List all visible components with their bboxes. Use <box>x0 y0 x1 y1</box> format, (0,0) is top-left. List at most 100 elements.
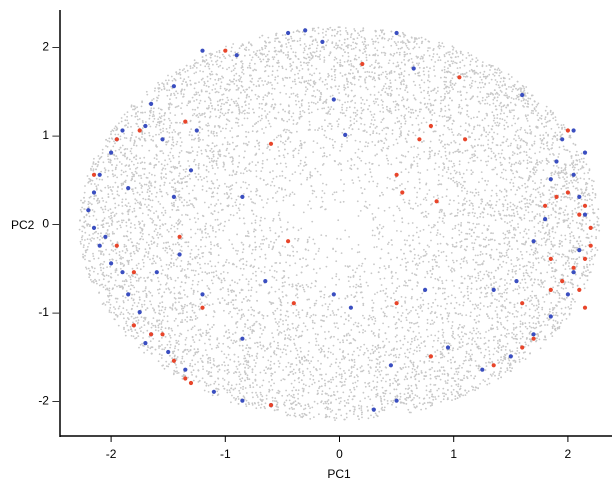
background-point <box>371 213 374 215</box>
background-point <box>291 40 294 42</box>
background-point <box>354 112 357 114</box>
background-point <box>239 203 241 206</box>
background-point <box>331 310 334 312</box>
background-point <box>140 316 143 318</box>
background-point <box>138 223 141 226</box>
background-point <box>463 75 465 78</box>
background-point <box>382 46 385 49</box>
background-point <box>272 177 275 180</box>
background-point <box>556 165 558 167</box>
background-point <box>358 418 360 421</box>
background-point <box>407 261 409 264</box>
background-point <box>291 245 293 247</box>
background-point <box>333 59 336 61</box>
background-point <box>296 250 298 253</box>
background-point <box>279 309 282 311</box>
background-point <box>87 200 90 203</box>
background-point <box>437 339 439 342</box>
background-point <box>309 316 311 319</box>
background-point <box>494 298 496 301</box>
background-point <box>532 180 534 183</box>
background-point <box>450 160 453 163</box>
background-point <box>533 281 535 284</box>
background-point <box>199 257 201 260</box>
background-point <box>260 229 263 232</box>
background-point <box>451 86 453 89</box>
background-point <box>520 88 522 91</box>
background-point <box>312 238 315 241</box>
background-point <box>165 283 167 286</box>
background-point <box>491 238 494 241</box>
background-point <box>226 143 229 146</box>
background-point <box>166 89 168 92</box>
background-point <box>298 149 300 152</box>
background-point <box>391 35 394 38</box>
background-point <box>238 217 241 220</box>
background-point <box>153 157 156 160</box>
background-point <box>399 184 401 187</box>
background-point <box>310 57 313 60</box>
background-point <box>407 106 410 109</box>
background-point <box>522 286 525 289</box>
background-point <box>361 296 364 299</box>
background-point <box>591 191 594 194</box>
background-point <box>207 65 210 68</box>
background-point <box>558 301 561 303</box>
background-point <box>137 291 140 293</box>
background-point <box>418 262 421 264</box>
background-point <box>285 68 288 71</box>
background-point <box>524 203 526 205</box>
background-point <box>314 95 317 98</box>
background-point <box>262 152 264 155</box>
background-point <box>120 311 123 314</box>
background-point <box>369 75 372 78</box>
background-point <box>407 366 410 368</box>
background-point <box>288 393 291 396</box>
background-point <box>458 287 461 289</box>
background-point <box>472 171 474 174</box>
background-point <box>363 123 366 126</box>
background-point <box>153 230 156 233</box>
background-point <box>123 280 126 283</box>
background-point <box>506 315 509 318</box>
background-point <box>297 389 300 392</box>
background-point <box>523 289 526 292</box>
background-point <box>355 120 358 123</box>
background-point <box>539 347 542 350</box>
background-point <box>399 81 402 84</box>
background-point <box>105 274 108 277</box>
background-point <box>131 330 133 332</box>
background-point <box>533 217 536 220</box>
background-point <box>250 190 252 193</box>
background-point <box>316 402 319 405</box>
background-point <box>186 348 189 351</box>
background-point <box>359 285 361 288</box>
background-point <box>313 90 315 92</box>
background-point <box>512 98 515 100</box>
background-point <box>571 251 574 254</box>
background-point <box>374 98 377 100</box>
background-point <box>167 230 170 233</box>
background-point <box>176 370 178 373</box>
background-point <box>498 372 501 375</box>
background-point <box>519 145 522 147</box>
background-point <box>512 228 515 231</box>
background-point <box>228 389 231 392</box>
background-point <box>321 393 323 396</box>
background-point <box>367 395 370 398</box>
background-point <box>320 93 323 96</box>
background-point <box>199 138 202 141</box>
background-point <box>259 224 261 227</box>
background-point <box>400 320 402 323</box>
background-point <box>229 55 231 58</box>
background-point <box>93 197 95 200</box>
background-point <box>338 297 340 300</box>
background-point <box>470 85 473 87</box>
background-point <box>268 244 270 246</box>
background-point <box>542 169 545 172</box>
background-point <box>106 229 109 232</box>
background-point <box>291 191 294 194</box>
background-point <box>319 373 321 376</box>
background-point <box>454 56 457 58</box>
background-point <box>169 151 172 154</box>
